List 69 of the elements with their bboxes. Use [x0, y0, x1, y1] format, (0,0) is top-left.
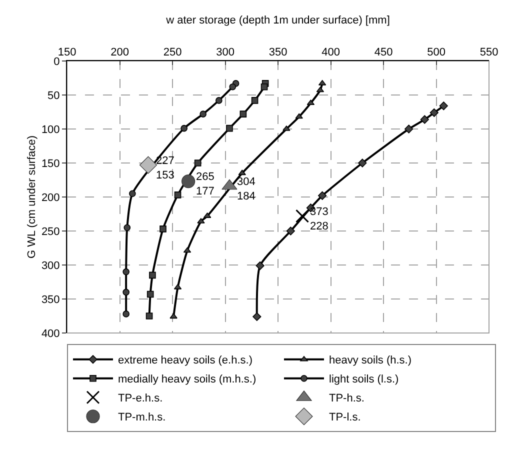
annotation: 227 153 [156, 155, 174, 182]
point [251, 97, 258, 104]
x-tick-label: 150 [58, 46, 76, 59]
point [122, 268, 130, 276]
x-tick-label: 300 [216, 46, 234, 59]
x-tick-label: 400 [322, 46, 340, 59]
point [439, 102, 448, 110]
y-tick-label: 200 [41, 192, 60, 204]
legend-label: TP-e.h.s. [118, 392, 163, 405]
point [194, 160, 202, 166]
annotation: 265 177 [196, 171, 214, 198]
legend-label: heavy soils (h.s.) [329, 354, 412, 367]
point [238, 170, 246, 176]
legend-label: TP-h.s. [329, 392, 364, 405]
x-tick-label: 250 [163, 46, 182, 59]
point [404, 124, 414, 134]
x-tick-label: 450 [374, 46, 393, 59]
point [256, 261, 264, 270]
point [286, 226, 295, 236]
y-tick-label: 100 [41, 124, 60, 136]
point [306, 100, 315, 106]
point [216, 97, 222, 104]
point [260, 83, 268, 90]
legend-label: light soils (l.s.) [329, 374, 399, 386]
y-tick-label: 0 [54, 56, 60, 68]
point [226, 124, 233, 132]
legend-label: TP-m.h.s. [118, 412, 166, 424]
point [129, 190, 136, 197]
y-axis-title: G WL (cm under surface) [26, 135, 38, 259]
point [180, 124, 188, 132]
y-tick-label: 300 [41, 260, 60, 272]
point [149, 272, 156, 279]
point [183, 247, 192, 253]
point [146, 290, 154, 298]
y-tick-label: 50 [48, 90, 60, 102]
y-tick-label: 250 [41, 226, 60, 238]
point [182, 174, 196, 188]
x-tick-label: 200 [110, 46, 129, 59]
point [318, 191, 327, 200]
x-tick-label: 500 [427, 46, 446, 59]
point [146, 312, 153, 320]
point [200, 110, 206, 118]
point [124, 224, 131, 231]
point [139, 156, 157, 174]
point [174, 192, 182, 198]
point [295, 113, 303, 119]
point [170, 313, 178, 319]
x-tick-label: 550 [480, 46, 498, 59]
point [420, 115, 429, 124]
y-tick-label: 400 [41, 328, 60, 340]
point [122, 310, 130, 318]
legend-label: medially heavy soils (m.h.s.) [118, 374, 256, 386]
point [160, 226, 166, 232]
point [252, 312, 262, 321]
point [229, 83, 236, 90]
y-tick-label: 150 [41, 158, 60, 170]
legend-label: TP-l.s. [329, 412, 361, 424]
point [316, 86, 324, 92]
legend-label: extreme heavy soils (e.h.s.) [118, 354, 252, 367]
x-axis-title: w ater storage (depth 1m under surface) [mm] [165, 14, 390, 26]
y-tick-label: 350 [41, 294, 60, 306]
x-tick-label: 350 [268, 46, 288, 59]
point [240, 110, 247, 118]
point [122, 288, 130, 296]
annotation: 373 228 [310, 206, 328, 232]
annotation: 304 184 [237, 176, 256, 202]
point [296, 209, 310, 223]
point [430, 108, 438, 117]
point [358, 158, 367, 168]
